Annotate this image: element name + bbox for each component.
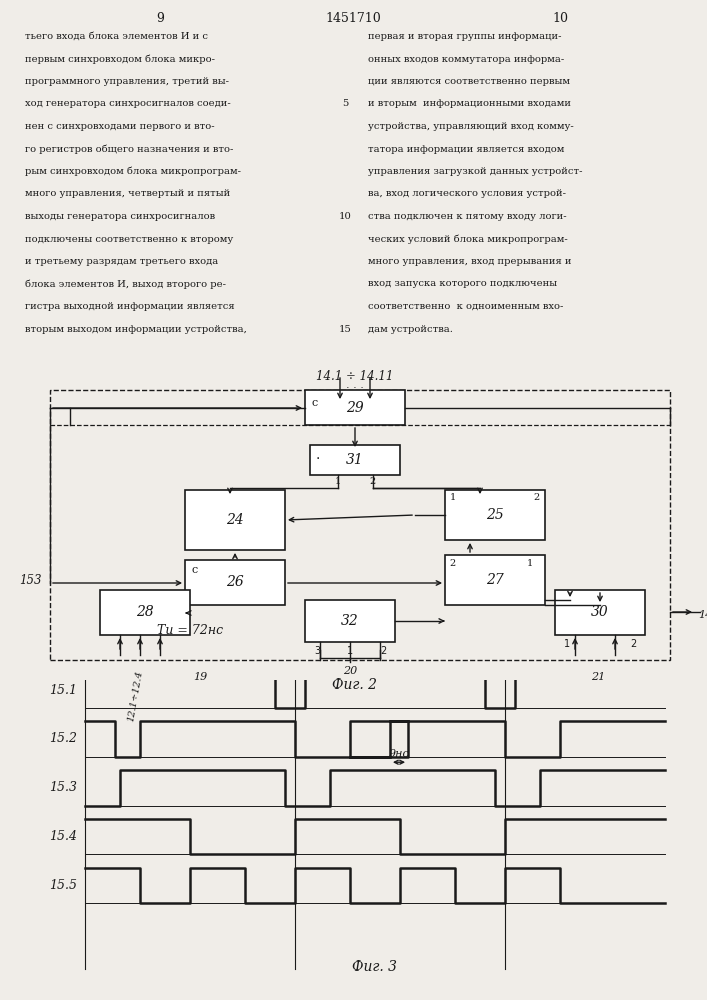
Bar	[305, 600, 395, 642]
Text: ции являются соответственно первым: ции являются соответственно первым	[368, 77, 570, 86]
Text: первая и вторая группы информаци-: первая и вторая группы информаци-	[368, 32, 561, 41]
Text: ческих условий блока микропрограм-: ческих условий блока микропрограм-	[368, 234, 568, 244]
Text: 27: 27	[486, 573, 504, 587]
Text: устройства, управляющий вход комму-: устройства, управляющий вход комму-	[368, 122, 574, 131]
Text: и третьему разрядам третьего входа: и третьему разрядам третьего входа	[25, 257, 218, 266]
Text: 2: 2	[450, 558, 456, 568]
Text: вторым выходом информации устройства,: вторым выходом информации устройства,	[25, 324, 247, 334]
Text: 26: 26	[226, 576, 244, 589]
Bar	[445, 555, 545, 605]
Text: 1: 1	[347, 646, 353, 656]
Text: 15.5: 15.5	[49, 879, 77, 892]
Text: .: .	[316, 448, 320, 462]
Text: 31: 31	[346, 453, 364, 467]
Bar	[185, 490, 285, 550]
Text: c: c	[312, 398, 318, 408]
Text: 19: 19	[193, 672, 207, 682]
Text: 12.1÷12.4: 12.1÷12.4	[126, 670, 144, 723]
Text: выходы генератора синхросигналов: выходы генератора синхросигналов	[25, 212, 215, 221]
Text: 14.1 ÷ 14.11: 14.1 ÷ 14.11	[316, 370, 394, 383]
Text: управления загрузкой данных устройст-: управления загрузкой данных устройст-	[368, 167, 583, 176]
Text: нен с синхровходами первого и вто-: нен с синхровходами первого и вто-	[25, 122, 215, 131]
Text: 20: 20	[343, 666, 357, 676]
Text: Ти = 72нс: Ти = 72нс	[157, 624, 223, 637]
Bar	[310, 445, 400, 475]
Text: 1: 1	[527, 558, 533, 568]
Text: 1: 1	[564, 639, 570, 649]
Bar	[555, 590, 645, 635]
Text: 10: 10	[339, 212, 351, 221]
Text: 1: 1	[450, 493, 456, 502]
Text: 15.2: 15.2	[49, 732, 77, 745]
Text: гистра выходной информации является: гистра выходной информации является	[25, 302, 235, 311]
Text: много управления, вход прерывания и: много управления, вход прерывания и	[368, 257, 571, 266]
Text: 9нс: 9нс	[389, 749, 409, 759]
Text: 1451710: 1451710	[325, 12, 381, 25]
Text: 2: 2	[630, 639, 636, 649]
Text: онных входов коммутатора информа-: онных входов коммутатора информа-	[368, 54, 564, 64]
Text: . . .: . . .	[346, 380, 364, 390]
Text: 10: 10	[552, 12, 568, 25]
Text: и вторым  информационными входами: и вторым информационными входами	[368, 100, 571, 108]
Text: 15.1: 15.1	[49, 684, 77, 696]
Text: Фиг. 3: Фиг. 3	[353, 960, 397, 974]
Text: го регистров общего назначения и вто-: го регистров общего назначения и вто-	[25, 144, 233, 154]
Text: много управления, четвертый и пятый: много управления, четвертый и пятый	[25, 190, 230, 198]
Text: 1: 1	[335, 477, 341, 486]
Text: ва, вход логического условия устрой-: ва, вход логического условия устрой-	[368, 190, 566, 198]
Text: 15.4: 15.4	[49, 830, 77, 843]
Text: ства подключен к пятому входу логи-: ства подключен к пятому входу логи-	[368, 212, 566, 221]
Text: 3: 3	[314, 646, 320, 656]
Text: 32: 32	[341, 614, 359, 628]
Text: вход запуска которого подключены: вход запуска которого подключены	[368, 279, 557, 288]
Text: 29: 29	[346, 400, 364, 414]
Text: 25: 25	[486, 508, 504, 522]
Bar	[50, 390, 670, 660]
Text: 2: 2	[534, 493, 540, 502]
Text: 2: 2	[380, 646, 386, 656]
Text: c: c	[192, 565, 198, 575]
Text: 153: 153	[20, 574, 42, 586]
Text: дам устройства.: дам устройства.	[368, 324, 453, 334]
Text: программного управления, третий вы-: программного управления, третий вы-	[25, 77, 229, 86]
Bar	[305, 390, 405, 425]
Text: блока элементов И, выход второго ре-: блока элементов И, выход второго ре-	[25, 279, 226, 289]
Text: соответственно  к одноименным вхо-: соответственно к одноименным вхо-	[368, 302, 563, 311]
Bar	[100, 590, 190, 635]
Text: 14: 14	[698, 610, 707, 620]
Text: 30: 30	[591, 605, 609, 619]
Text: тьего входа блока элементов И и с: тьего входа блока элементов И и с	[25, 32, 208, 41]
Text: ход генератора синхросигналов соеди-: ход генератора синхросигналов соеди-	[25, 100, 230, 108]
Text: 21: 21	[591, 672, 605, 682]
Text: 9: 9	[156, 12, 164, 25]
Text: Фиг. 2: Фиг. 2	[332, 678, 378, 692]
Text: 5: 5	[341, 100, 348, 108]
Text: рым синхровходом блока микропрограм-: рым синхровходом блока микропрограм-	[25, 167, 241, 176]
Text: 2: 2	[370, 477, 376, 486]
Text: 15: 15	[339, 324, 351, 334]
Text: 24: 24	[226, 513, 244, 527]
Bar	[445, 490, 545, 540]
Bar	[185, 560, 285, 605]
Text: 28: 28	[136, 605, 154, 619]
Text: татора информации является входом: татора информации является входом	[368, 144, 564, 153]
Text: первым синхровходом блока микро-: первым синхровходом блока микро-	[25, 54, 215, 64]
Text: 15.3: 15.3	[49, 781, 77, 794]
Text: подключены соответственно к второму: подключены соответственно к второму	[25, 234, 233, 243]
